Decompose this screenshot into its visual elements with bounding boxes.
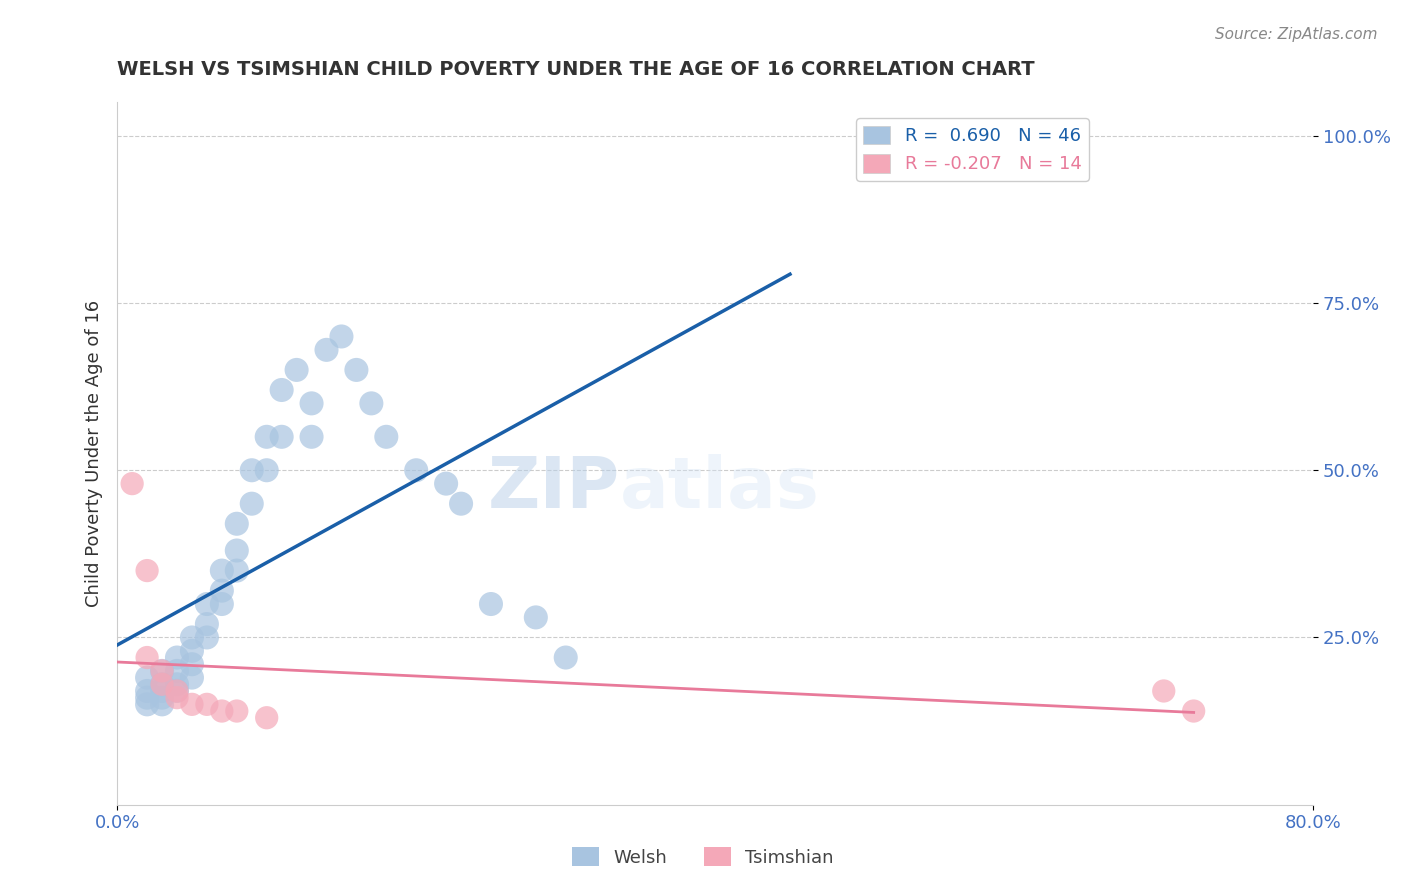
Point xyxy=(225,704,247,718)
Point xyxy=(150,690,173,705)
Point xyxy=(166,690,188,705)
Point xyxy=(121,476,143,491)
Point xyxy=(150,698,173,712)
Point xyxy=(405,463,427,477)
Text: Source: ZipAtlas.com: Source: ZipAtlas.com xyxy=(1215,27,1378,42)
Legend: R =  0.690   N = 46, R = -0.207   N = 14: R = 0.690 N = 46, R = -0.207 N = 14 xyxy=(856,119,1090,180)
Point xyxy=(166,650,188,665)
Point xyxy=(256,463,278,477)
Point xyxy=(301,430,323,444)
Point xyxy=(166,684,188,698)
Point xyxy=(270,430,292,444)
Point xyxy=(181,671,204,685)
Point xyxy=(211,597,233,611)
Point xyxy=(136,671,159,685)
Y-axis label: Child Poverty Under the Age of 16: Child Poverty Under the Age of 16 xyxy=(86,300,103,607)
Point xyxy=(195,617,218,632)
Point xyxy=(150,677,173,691)
Point xyxy=(136,564,159,578)
Point xyxy=(136,698,159,712)
Point xyxy=(1153,684,1175,698)
Point xyxy=(195,597,218,611)
Point xyxy=(150,664,173,678)
Point xyxy=(181,698,204,712)
Point xyxy=(225,564,247,578)
Point xyxy=(315,343,337,357)
Point xyxy=(285,363,308,377)
Point xyxy=(211,564,233,578)
Point xyxy=(181,644,204,658)
Point xyxy=(166,664,188,678)
Point xyxy=(150,677,173,691)
Text: atlas: atlas xyxy=(620,454,820,523)
Point xyxy=(150,684,173,698)
Point xyxy=(270,383,292,397)
Point xyxy=(181,657,204,672)
Point xyxy=(360,396,382,410)
Point xyxy=(136,684,159,698)
Point xyxy=(150,664,173,678)
Text: WELSH VS TSIMSHIAN CHILD POVERTY UNDER THE AGE OF 16 CORRELATION CHART: WELSH VS TSIMSHIAN CHILD POVERTY UNDER T… xyxy=(117,60,1035,78)
Point xyxy=(240,463,263,477)
Point xyxy=(330,329,353,343)
Point xyxy=(375,430,398,444)
Point xyxy=(195,631,218,645)
Point xyxy=(256,430,278,444)
Legend: Welsh, Tsimshian: Welsh, Tsimshian xyxy=(565,840,841,874)
Point xyxy=(195,698,218,712)
Point xyxy=(450,497,472,511)
Point xyxy=(256,711,278,725)
Point xyxy=(434,476,457,491)
Point xyxy=(211,583,233,598)
Point xyxy=(554,650,576,665)
Point xyxy=(166,684,188,698)
Point xyxy=(240,497,263,511)
Point xyxy=(225,516,247,531)
Point xyxy=(225,543,247,558)
Point xyxy=(344,363,367,377)
Point xyxy=(211,704,233,718)
Point xyxy=(301,396,323,410)
Point xyxy=(181,631,204,645)
Point xyxy=(524,610,547,624)
Point xyxy=(1182,704,1205,718)
Point xyxy=(166,677,188,691)
Point xyxy=(479,597,502,611)
Point xyxy=(136,650,159,665)
Text: ZIP: ZIP xyxy=(488,454,620,523)
Point xyxy=(136,690,159,705)
